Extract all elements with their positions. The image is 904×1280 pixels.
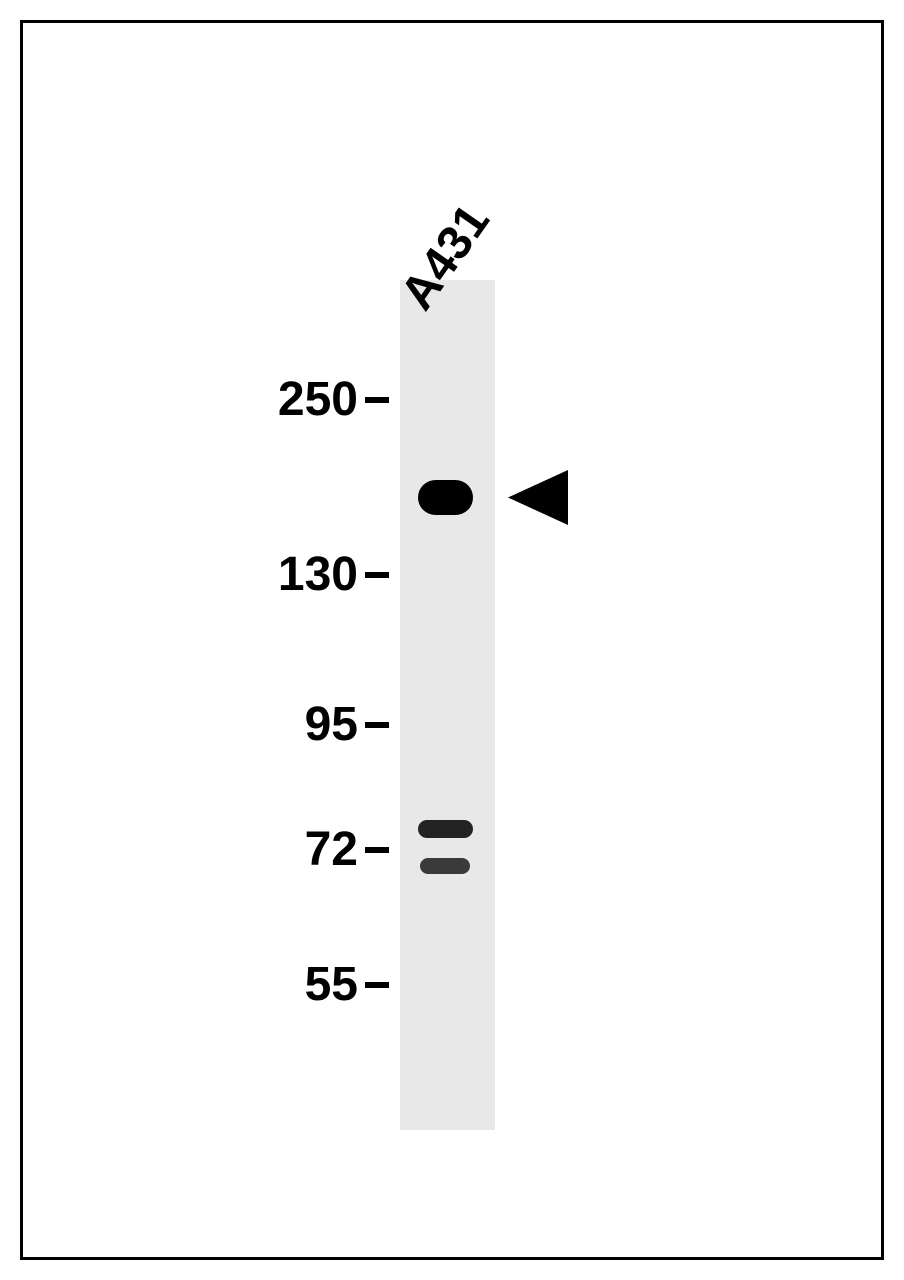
- band-main: [418, 480, 473, 515]
- marker-tick-95: [365, 722, 389, 728]
- western-blot-figure: A431 250 130 95 72 55: [0, 0, 904, 1280]
- arrow-polygon: [508, 470, 568, 525]
- marker-tick-72: [365, 847, 389, 853]
- marker-label-55: 55: [208, 957, 358, 1012]
- marker-tick-55: [365, 982, 389, 988]
- blot-lane: [400, 280, 495, 1130]
- band-secondary-2: [420, 858, 470, 874]
- marker-label-95: 95: [208, 697, 358, 752]
- marker-label-72: 72: [208, 822, 358, 877]
- marker-label-250: 250: [208, 372, 358, 427]
- band-secondary-1: [418, 820, 473, 838]
- marker-label-130: 130: [208, 547, 358, 602]
- target-arrow-icon: [508, 470, 568, 525]
- marker-tick-250: [365, 397, 389, 403]
- marker-tick-130: [365, 572, 389, 578]
